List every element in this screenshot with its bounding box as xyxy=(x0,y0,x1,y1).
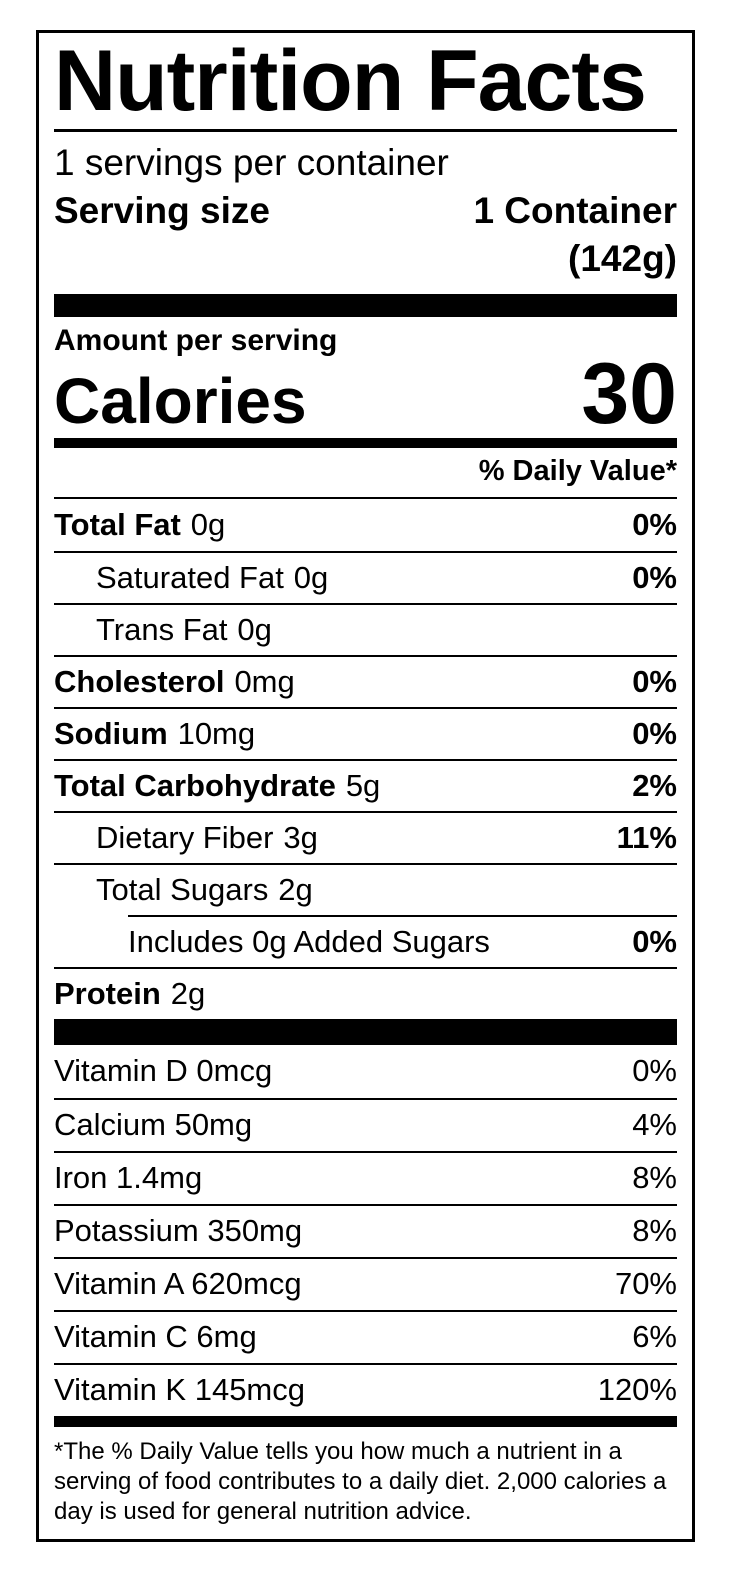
nutrient-name: Saturated Fat xyxy=(96,559,284,595)
vitamin-name: Vitamin D 0mcg xyxy=(54,1053,273,1089)
indented-divider xyxy=(128,914,677,917)
nutrient-daily-value: 0% xyxy=(632,663,677,699)
servings-per-container: 1 servings per container xyxy=(54,142,449,183)
vitamin-daily-value: 6% xyxy=(632,1319,677,1355)
nutrient-name: Total Sugars xyxy=(96,871,269,907)
vitamin-name: Iron 1.4mg xyxy=(54,1160,203,1196)
nutrient-row-added-sugars: Includes 0g Added Sugars 0% xyxy=(54,917,677,967)
nutrient-amount: 10mg xyxy=(177,715,256,751)
vitamin-row-vitamin-c: Vitamin C 6mg 6% xyxy=(54,1309,677,1363)
nutrient-amount: 0g xyxy=(190,506,226,542)
nutrient-daily-value: 2% xyxy=(632,767,677,803)
nutrient-daily-value: 11% xyxy=(616,819,677,855)
nutrient-amount: 2g xyxy=(278,871,313,907)
nutrient-name: Sodium xyxy=(54,715,168,751)
serving-size-value: 1 Container xyxy=(473,190,677,231)
nutrient-name: Dietary Fiber xyxy=(96,819,274,855)
serving-size-weight: (142g) xyxy=(568,238,677,279)
nutrient-row-sodium: Sodium 10mg 0% xyxy=(54,706,677,759)
nutrient-row-trans-fat: Trans Fat 0g xyxy=(54,602,677,655)
nutrient-name: Protein xyxy=(54,975,161,1011)
vitamin-name: Calcium 50mg xyxy=(54,1107,253,1143)
nutrient-row-dietary-fiber: Dietary Fiber 3g 11% xyxy=(54,810,677,863)
vitamin-row-vitamin-d: Vitamin D 0mcg 0% xyxy=(54,1045,677,1098)
daily-value-header: % Daily Value* xyxy=(54,448,677,499)
nutrient-name: Trans Fat xyxy=(96,611,228,647)
label-title: Nutrition Facts xyxy=(54,33,677,132)
nutrient-daily-value: 0% xyxy=(632,923,677,959)
footnote-line: serving of food contributes to a daily d… xyxy=(54,1467,667,1495)
nutrient-row-saturated-fat: Saturated Fat 0g 0% xyxy=(54,550,677,603)
vitamin-name: Vitamin K 145mcg xyxy=(54,1372,305,1408)
vitamin-daily-value: 4% xyxy=(632,1107,677,1143)
serving-size-row: Serving size 1 Container xyxy=(54,188,677,234)
nutrient-amount: 5g xyxy=(345,767,381,803)
nutrient-row-total-sugars: Total Sugars 2g xyxy=(54,862,677,915)
nutrient-daily-value: 0% xyxy=(632,506,677,542)
vitamin-name: Vitamin A 620mcg xyxy=(54,1266,302,1302)
nutrient-row-total-carbohydrate: Total Carbohydrate 5g 2% xyxy=(54,758,677,811)
vitamin-daily-value: 8% xyxy=(632,1160,677,1196)
nutrition-facts-label: Nutrition Facts 1 servings per container… xyxy=(36,30,695,1542)
serving-size-label: Serving size xyxy=(54,190,270,231)
nutrient-amount: 0g xyxy=(237,611,272,647)
vitamin-row-calcium: Calcium 50mg 4% xyxy=(54,1097,677,1151)
thick-divider-vitamins xyxy=(54,1018,677,1045)
footnote-line: day is used for general nutrition advice… xyxy=(54,1497,472,1525)
calories-row: Calories 30 xyxy=(54,346,677,442)
nutrient-name: Includes 0g Added Sugars xyxy=(128,923,490,959)
vitamin-name: Vitamin C 6mg xyxy=(54,1319,257,1355)
nutrient-name: Cholesterol xyxy=(54,663,225,699)
nutrient-row-protein: Protein 2g xyxy=(54,966,677,1019)
nutrient-name: Total Fat xyxy=(54,506,181,542)
nutrient-amount: 2g xyxy=(170,975,206,1011)
vitamin-row-vitamin-a: Vitamin A 620mcg 70% xyxy=(54,1256,677,1310)
nutrient-daily-value: 0% xyxy=(632,715,677,751)
medium-divider-footnote xyxy=(54,1415,677,1427)
vitamin-row-iron: Iron 1.4mg 8% xyxy=(54,1150,677,1204)
vitamin-row-vitamin-k: Vitamin K 145mcg 120% xyxy=(54,1362,677,1416)
vitamin-daily-value: 120% xyxy=(597,1372,677,1408)
nutrient-row-total-fat: Total Fat 0g 0% xyxy=(54,499,677,551)
nutrient-amount: 0g xyxy=(293,559,329,595)
nutrient-name: Total Carbohydrate xyxy=(54,767,336,803)
thick-divider-top xyxy=(54,294,677,317)
vitamin-name: Potassium 350mg xyxy=(54,1213,303,1249)
vitamin-daily-value: 8% xyxy=(632,1213,677,1249)
daily-value-footnote: *The % Daily Value tells you how much a … xyxy=(54,1437,677,1527)
nutrient-row-cholesterol: Cholesterol 0mg 0% xyxy=(54,654,677,707)
calories-value: 30 xyxy=(581,346,677,442)
vitamin-row-potassium: Potassium 350mg 8% xyxy=(54,1203,677,1257)
vitamin-daily-value: 70% xyxy=(614,1266,677,1302)
amount-per-serving-label: Amount per serving xyxy=(54,324,338,357)
nutrient-daily-value: 0% xyxy=(632,559,677,595)
calories-label: Calories xyxy=(54,365,307,437)
medium-divider-calories xyxy=(54,437,677,448)
footnote-line: *The % Daily Value tells you how much a … xyxy=(54,1437,622,1465)
vitamin-daily-value: 0% xyxy=(632,1053,677,1089)
nutrient-amount: 3g xyxy=(283,819,318,855)
nutrient-amount: 0mg xyxy=(234,663,295,699)
